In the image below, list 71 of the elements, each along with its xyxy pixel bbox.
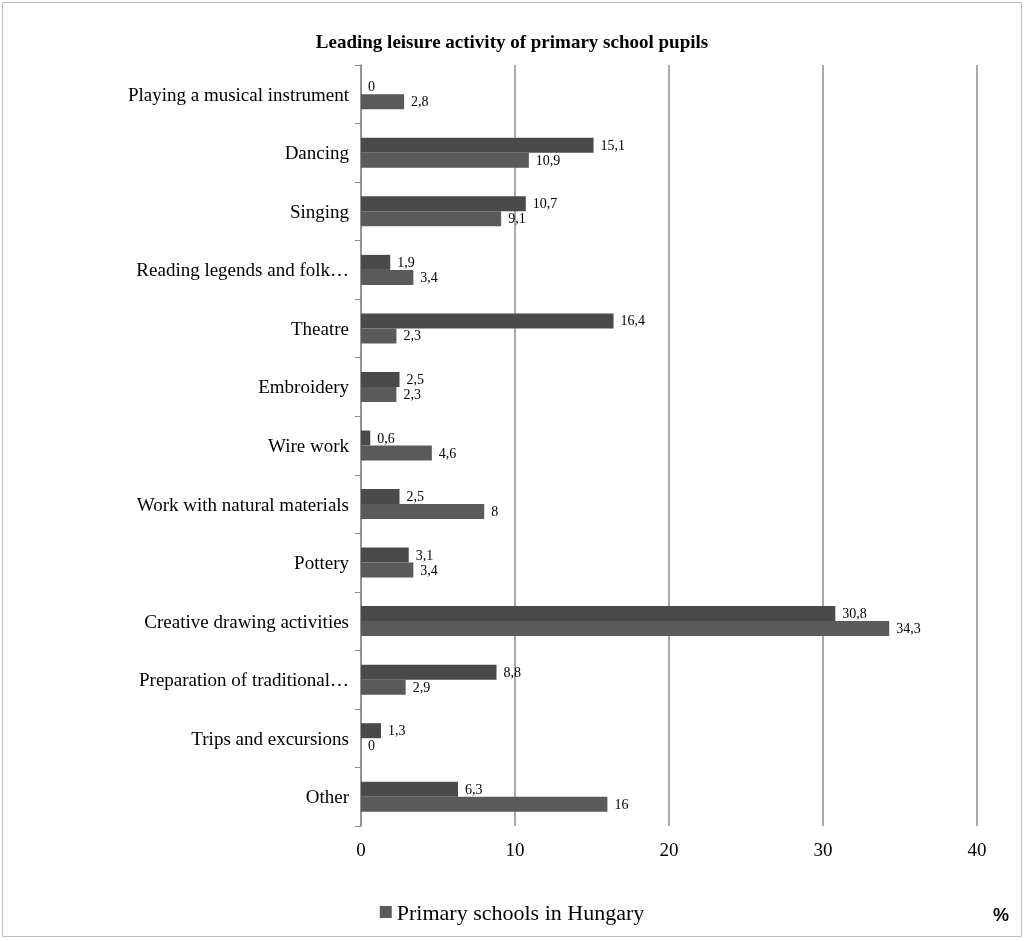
chart-title: Leading leisure activity of primary school pupils [315,31,709,52]
data-label: 2,3 [403,386,421,402]
y-tick-label: Playing a musical instrument [127,83,350,105]
bar [361,313,614,329]
y-tick-label: Embroidery [258,376,350,398]
data-label: 4,6 [438,445,457,461]
y-tick-label: Pottery [294,552,350,574]
data-label: 9,1 [508,211,526,227]
data-label: 30,8 [842,606,867,622]
data-label: 3,4 [420,269,438,285]
x-tick-label: 20 [659,839,679,860]
data-label: 6,3 [465,781,483,797]
data-label: 0 [368,79,375,95]
data-label: 2,8 [411,94,429,110]
x-tick-label: 30 [813,839,833,860]
x-axis-title: % [993,905,1010,925]
y-tick-label: Work with natural materials [136,493,349,515]
y-tick-label: Other [305,786,350,808]
data-label: 3,1 [415,547,434,563]
y-tick-label: Wire work [267,435,350,456]
bar [361,137,594,153]
x-tick-label: 10 [505,839,525,860]
data-label: 8 [491,504,499,520]
data-label: 2,3 [403,328,421,344]
bar [361,94,405,110]
bar [361,211,502,227]
y-tick-label: Dancing [284,142,350,164]
bar [361,781,459,797]
bar [361,328,397,344]
y-tick-label: Trips and excursions [191,727,349,749]
bar [361,796,608,812]
bar [361,562,414,578]
bar [361,269,414,285]
y-tick-label: Reading legends and folk… [136,259,349,281]
y-tick-label: Preparation of traditional… [139,669,349,691]
data-label: 1,9 [397,254,415,270]
bar [361,445,432,461]
y-tick-label: Singing [289,200,350,222]
legend-label: Primary schools in Hungary [396,899,645,925]
bar [361,430,371,446]
data-label: 16,4 [620,313,646,329]
bar [361,679,406,695]
data-label: 3,4 [420,562,438,578]
bar [361,371,400,387]
data-label: 34,3 [896,621,921,637]
x-tick-label: 40 [967,839,987,860]
data-label: 0,6 [377,430,395,446]
bar [361,723,382,739]
data-label: 0 [368,738,375,754]
bar [361,606,836,622]
data-label: 8,8 [503,664,522,680]
data-label: 2,9 [412,679,431,695]
bar [361,152,529,168]
bar [361,386,397,402]
y-tick-label: Theatre [290,317,349,339]
bar [361,254,391,270]
bar [361,489,400,505]
y-tick-label: Creative drawing activities [144,610,349,632]
bar [361,504,485,520]
data-label: 2,5 [406,489,424,505]
data-label: 16 [614,796,629,812]
data-label: 10,7 [532,196,558,212]
data-label: 1,3 [388,723,406,739]
bar [361,664,497,680]
data-label: 10,9 [535,152,561,168]
bar [361,547,409,563]
data-label: 2,5 [406,371,424,387]
bar [361,196,526,212]
x-tick-label: 0 [356,839,366,860]
bar [361,621,890,637]
data-label: 15,1 [600,137,626,153]
